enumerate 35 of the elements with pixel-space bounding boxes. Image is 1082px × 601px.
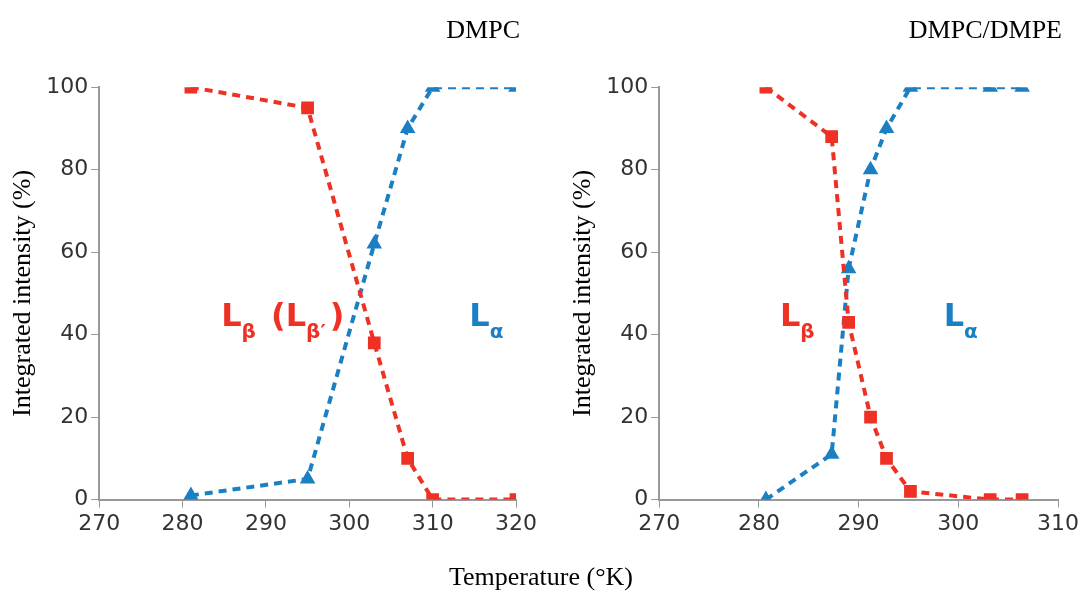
- y-tick-label: 100: [46, 72, 89, 98]
- y-tick-label: 80: [620, 155, 649, 181]
- x-tick-label: 280: [737, 509, 780, 535]
- point: [823, 445, 840, 459]
- y-tick-label: 20: [620, 402, 649, 428]
- y-tick-label: 80: [60, 155, 89, 181]
- y-axis-title: Integrated intensity (%): [7, 169, 37, 417]
- point: [301, 101, 314, 115]
- y-tick-label: 40: [60, 320, 89, 346]
- x-tick-label: 270: [78, 509, 121, 535]
- y-axis-title: Integrated intensity (%): [567, 169, 597, 417]
- y-tick-label: 40: [620, 320, 649, 346]
- y-tick-label: 100: [606, 72, 649, 98]
- chart-title: DMPC/DMPE: [908, 15, 1062, 45]
- point: [367, 336, 381, 350]
- x-tick-label: 300: [937, 509, 980, 535]
- y-tick-label: 60: [60, 237, 89, 263]
- x-axis-title: Temperature (°K): [448, 562, 634, 592]
- x-tick-label: 290: [837, 509, 880, 535]
- x-tick-label: 270: [638, 509, 681, 535]
- point: [864, 410, 877, 424]
- x-tick-label: 280: [161, 509, 204, 535]
- point: [299, 469, 316, 484]
- x-tick-label: 310: [411, 509, 454, 535]
- y-tick-label: 0: [634, 485, 649, 511]
- x-tick-label: 320: [495, 509, 537, 535]
- y-tick-label: 0: [74, 485, 89, 511]
- x-tick-label: 300: [328, 509, 371, 535]
- point: [842, 315, 855, 329]
- y-tick-label: 60: [620, 237, 649, 263]
- point: [825, 130, 839, 144]
- chart-title: DMPC: [446, 15, 520, 45]
- x-tick-label: 290: [244, 509, 287, 535]
- x-tick-label: 310: [1037, 509, 1079, 535]
- y-tick-label: 20: [60, 402, 89, 428]
